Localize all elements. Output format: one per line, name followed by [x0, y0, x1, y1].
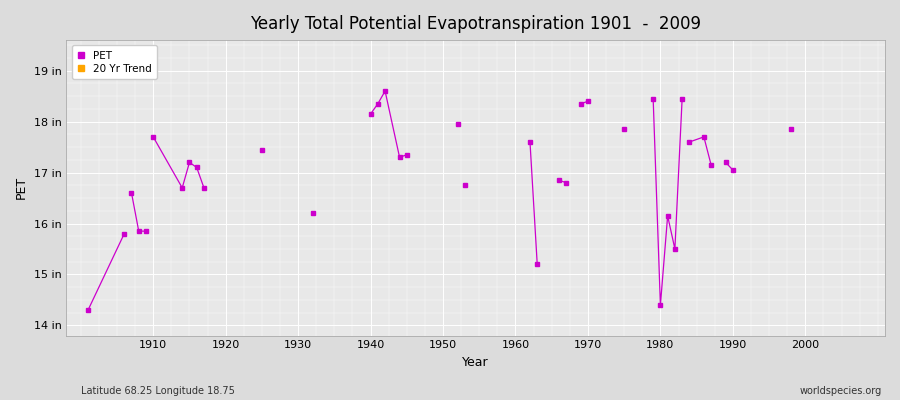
Text: worldspecies.org: worldspecies.org [800, 386, 882, 396]
X-axis label: Year: Year [463, 356, 489, 369]
Text: Latitude 68.25 Longitude 18.75: Latitude 68.25 Longitude 18.75 [81, 386, 235, 396]
Title: Yearly Total Potential Evapotranspiration 1901  -  2009: Yearly Total Potential Evapotranspiratio… [250, 15, 701, 33]
Y-axis label: PET: PET [15, 176, 28, 200]
Legend: PET, 20 Yr Trend: PET, 20 Yr Trend [71, 45, 158, 79]
